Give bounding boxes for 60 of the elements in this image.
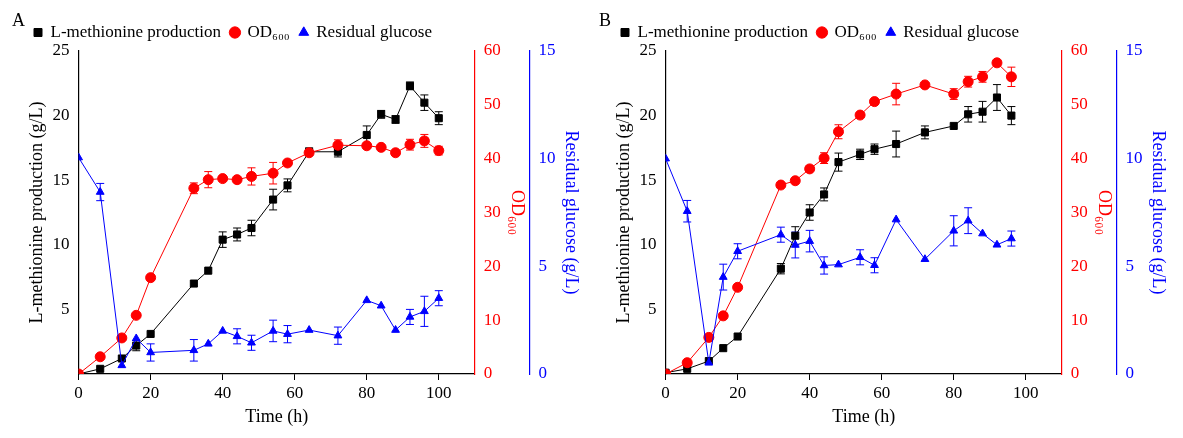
x-axis-title: Time (h): [832, 405, 896, 427]
x-tick-label: 0: [74, 382, 83, 402]
y3-tick-label: 15: [538, 40, 556, 60]
y2-tick-label: 0: [483, 363, 493, 383]
x-tick-label: 40: [801, 382, 819, 402]
y3-tick-label: 15: [1125, 40, 1143, 60]
y2-tick-label: 20: [483, 255, 501, 275]
x-tick-label: 0: [661, 382, 670, 402]
x-tick-label: 20: [729, 382, 747, 402]
y3-tick-label: 5: [1125, 255, 1134, 275]
x-tick-label: 80: [358, 382, 376, 402]
y3-tick-label: 10: [1125, 148, 1143, 168]
x-tick-label: 100: [1013, 382, 1039, 402]
y-tick-label: 15: [639, 169, 657, 189]
y-tick-label: 20: [52, 105, 70, 125]
y3-axis-title: Residual glucose (g/L): [1148, 130, 1170, 295]
x-tick-label: 100: [426, 382, 452, 402]
legend-label: Residual glucose: [903, 21, 1019, 41]
y-tick-label: 10: [639, 234, 657, 254]
text: B: [599, 9, 612, 30]
legend-label: OD₆₀₀: [247, 21, 290, 41]
y2-tick-label: 10: [483, 309, 501, 329]
x-tick-label: 60: [286, 382, 304, 402]
legend-label: OD₆₀₀: [834, 21, 877, 41]
x-tick-label: 80: [945, 382, 963, 402]
x-axis-title: Time (h): [245, 405, 309, 427]
y2-tick-label: 20: [1070, 255, 1088, 275]
legend-label: L-methionine production: [637, 21, 809, 41]
y3-axis-title: Residual glucose (g/L): [561, 130, 583, 295]
y2-tick-label: 50: [483, 94, 501, 114]
y3-tick-label: 0: [1125, 363, 1134, 383]
y-tick-label: 10: [52, 234, 70, 254]
y-tick-label: 15: [52, 169, 70, 189]
y-tick-label: 25: [639, 40, 657, 60]
y2-axis-title: OD₆₀₀: [507, 190, 528, 235]
y2-tick-label: 60: [483, 40, 501, 60]
y2-tick-label: 60: [1070, 40, 1088, 60]
y2-tick-label: 50: [1070, 94, 1088, 114]
x-tick-label: 40: [214, 382, 232, 402]
y3-tick-label: 10: [538, 148, 556, 168]
legend-label: Residual glucose: [316, 21, 432, 41]
y-axis-title: L-methionine production (g/L): [612, 101, 634, 324]
text: A: [12, 9, 25, 30]
y-tick-label: 25: [52, 40, 70, 60]
legend-label: L-methionine production: [50, 21, 222, 41]
y-tick-label: 5: [648, 298, 657, 318]
y2-axis-title: OD₆₀₀: [1094, 190, 1115, 235]
y-tick-label: 20: [639, 105, 657, 125]
y2-tick-label: 30: [483, 201, 501, 221]
y3-tick-label: 0: [538, 363, 547, 383]
y3-tick-label: 5: [538, 255, 547, 275]
y2-tick-label: 0: [1070, 363, 1080, 383]
y-tick-label: 5: [61, 298, 70, 318]
y-axis-title: L-methionine production (g/L): [25, 101, 47, 324]
y2-tick-label: 40: [483, 148, 501, 168]
x-tick-label: 20: [142, 382, 160, 402]
y2-tick-label: 40: [1070, 148, 1088, 168]
y2-tick-label: 30: [1070, 201, 1088, 221]
y2-tick-label: 10: [1070, 309, 1088, 329]
x-tick-label: 60: [873, 382, 891, 402]
